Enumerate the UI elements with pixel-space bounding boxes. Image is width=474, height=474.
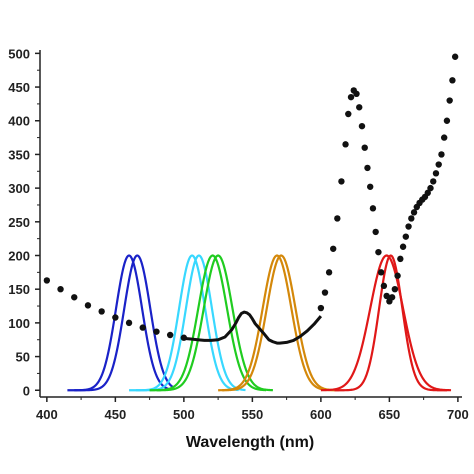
- x-tick-label: 500: [173, 407, 195, 422]
- x-tick-label: 550: [242, 407, 264, 422]
- scatter-point: [430, 178, 437, 185]
- x-tick-label: 600: [310, 407, 332, 422]
- scatter-point: [377, 269, 385, 276]
- axes: 400 450 500 550 600 650 700 0 50 100 150 200 250 300 3…: [8, 46, 468, 422]
- scatter-point: [361, 144, 368, 151]
- scatter-point: [57, 285, 64, 293]
- scatter-point: [438, 151, 445, 158]
- scatter-point: [383, 292, 390, 300]
- scatter-point: [432, 170, 440, 177]
- scatter-point: [98, 308, 105, 315]
- scatter-point: [402, 233, 410, 240]
- scatter-point: [153, 328, 160, 335]
- scatter-point: [424, 189, 431, 197]
- scatter-point: [451, 53, 459, 60]
- plot-area: [43, 53, 459, 392]
- scatter-point: [446, 97, 453, 104]
- x-tick-label: 400: [36, 407, 58, 422]
- scatter-point: [112, 314, 119, 321]
- series-line-5: [156, 254, 274, 392]
- y-tick-label: 350: [8, 147, 30, 162]
- x-axis-label: Wavelength (nm): [186, 434, 314, 451]
- x-tick-label: 450: [105, 407, 127, 422]
- scatter-point: [342, 141, 349, 148]
- y-tick-label: 400: [8, 114, 30, 129]
- scatter-point: [375, 248, 382, 256]
- y-tick-label: 100: [8, 316, 30, 331]
- y-tick-label: 50: [16, 350, 30, 365]
- scatter-point: [435, 161, 442, 168]
- series-line-1: [73, 254, 174, 392]
- scatter-point: [405, 223, 412, 230]
- scatter-point: [369, 205, 377, 212]
- y-tick-label: 150: [8, 282, 30, 297]
- series-line-8: [320, 254, 452, 392]
- scatter-point: [334, 215, 341, 222]
- scatter-point: [321, 289, 329, 296]
- series-line-7: [221, 254, 340, 392]
- scatter-point: [427, 184, 434, 192]
- scatter-point: [397, 255, 404, 263]
- scatter-point: [353, 90, 360, 98]
- x-tick-label: 650: [379, 407, 401, 422]
- y-tick-label: 450: [8, 80, 30, 95]
- scatter-point: [449, 77, 456, 84]
- scatter-point: [394, 272, 401, 279]
- scatter-point: [399, 243, 407, 250]
- scatter-point: [408, 215, 415, 222]
- series-line-9: [334, 254, 448, 392]
- scatter-point: [317, 304, 325, 312]
- scatter-point: [345, 110, 352, 118]
- scatter-point: [391, 285, 399, 293]
- y-tick-label: 250: [8, 215, 30, 230]
- scatter-point: [358, 122, 366, 130]
- scatter-point: [166, 331, 174, 339]
- scatter-point: [139, 324, 146, 331]
- scatter-point: [440, 134, 448, 141]
- scatter-point: [410, 209, 418, 216]
- series-line-6: [217, 254, 335, 392]
- scatter-point: [325, 269, 333, 276]
- scatter-point: [43, 277, 51, 284]
- scatter-point: [380, 282, 388, 290]
- y-tick-label: 300: [8, 181, 30, 196]
- y-tick-label: 0: [23, 383, 30, 398]
- scatter-point: [71, 294, 78, 301]
- scatter-point: [338, 178, 345, 185]
- scatter-point: [356, 104, 363, 111]
- series-line-10: [183, 310, 323, 345]
- scatter-point: [372, 228, 379, 236]
- scatter-point: [364, 164, 371, 172]
- scatter-point: [125, 319, 133, 327]
- scatter-point: [388, 294, 396, 301]
- scatter-point: [84, 302, 92, 309]
- scatter-point: [347, 93, 355, 101]
- y-tick-label: 500: [8, 46, 30, 61]
- series-line-0: [66, 254, 171, 392]
- scatter-point: [367, 183, 374, 190]
- x-tick-label: 700: [447, 407, 469, 422]
- scatter-point: [330, 245, 337, 252]
- scatter-point: [180, 334, 188, 341]
- scatter-point: [443, 117, 451, 124]
- y-tick-label: 200: [8, 249, 30, 264]
